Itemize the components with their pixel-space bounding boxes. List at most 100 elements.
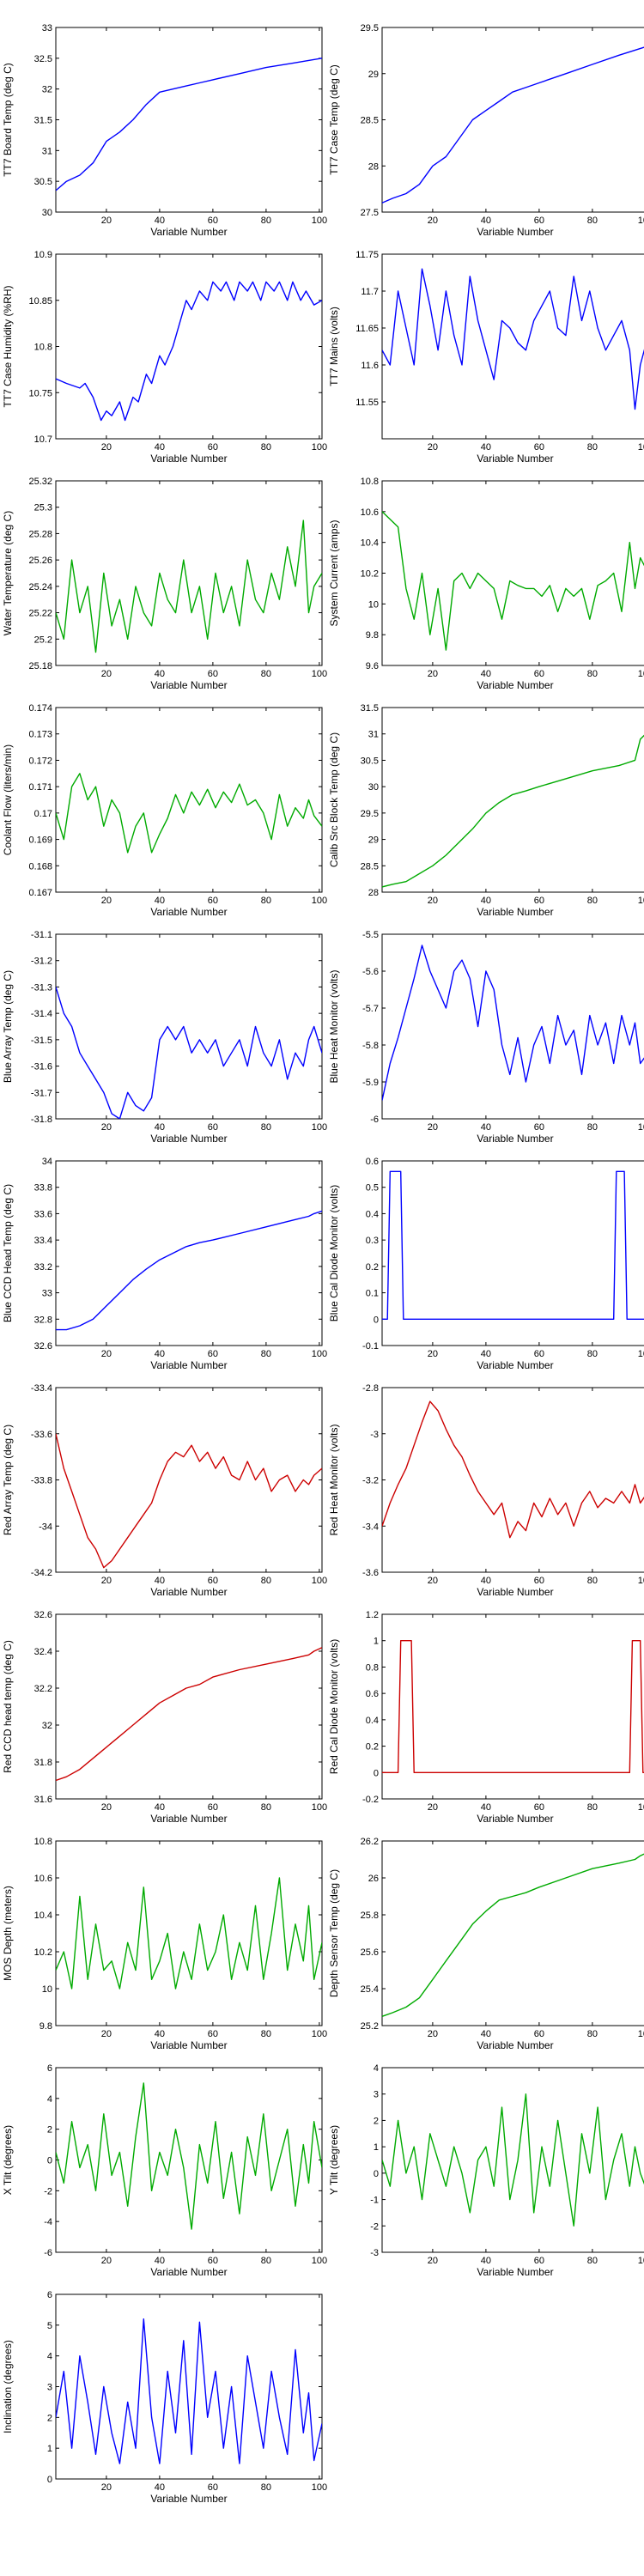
- series-line-1: [382, 1400, 644, 1539]
- x-axis-label: Variable Number: [150, 679, 227, 691]
- y-axis-label: TT7 Board Temp (deg C): [2, 63, 14, 177]
- x-tick-label: 20: [428, 1349, 438, 1359]
- y-tick-label: 0.169: [28, 835, 52, 846]
- x-tick-label: 100: [312, 896, 327, 906]
- x-axis-label: Variable Number: [150, 226, 227, 238]
- x-tick-label: 100: [638, 442, 644, 453]
- chart-panel-12: 20 40 60 80 100 -0.1 0 0.1 0.2 0.3 0.4 0.5 0.6 Variab…: [328, 1157, 644, 1371]
- x-tick-label: 20: [101, 1122, 112, 1133]
- y-axis-label: Red Array Temp (deg C): [2, 1425, 14, 1535]
- plot-frame: [55, 27, 323, 213]
- y-tick-label: 0.2: [366, 1742, 379, 1753]
- y-tick-label: -3.4: [362, 1522, 379, 1532]
- x-tick-label: 100: [312, 2256, 327, 2266]
- y-tick-label: 9.8: [39, 2021, 52, 2032]
- y-tick-label: 10.7: [34, 434, 52, 445]
- y-tick-label: -2: [370, 2221, 379, 2232]
- y-tick-label: 30.5: [34, 177, 52, 187]
- x-tick-label: 20: [101, 216, 112, 226]
- x-axis-label: Variable Number: [477, 1586, 553, 1598]
- y-tick-label: 25.32: [28, 477, 52, 487]
- x-tick-label: 40: [155, 442, 165, 453]
- y-tick-label: 11.7: [361, 287, 379, 297]
- y-axis-label: Y Tilt (degrees): [328, 2125, 340, 2195]
- x-tick-label: 20: [428, 1122, 438, 1133]
- series-line-1: [56, 519, 322, 653]
- y-axis-label: TT7 Mains (volts): [328, 307, 340, 386]
- x-tick-label: 100: [312, 1802, 327, 1813]
- y-tick-label: 2: [47, 2125, 52, 2136]
- y-tick-label: 9.8: [366, 630, 379, 641]
- series-line-1: [56, 1210, 322, 1331]
- y-axis-label: Water Temperature (deg C): [2, 511, 14, 635]
- y-axis-label: Calib Src Block Temp (deg C): [328, 732, 340, 867]
- x-tick-label: 80: [587, 1802, 598, 1813]
- y-tick-label: 10.2: [34, 1947, 52, 1958]
- x-tick-label: 100: [638, 1122, 644, 1133]
- chart-panel-10: 20 40 60 80 100 -6 -5.9 -5.8 -5.7 -5.6 -5.5 Variabl…: [328, 930, 644, 1145]
- y-tick-label: 10.8: [34, 1837, 52, 1847]
- y-tick-label: 33.6: [34, 1209, 52, 1219]
- y-tick-label: 4: [374, 2063, 379, 2074]
- y-tick-label: 28.5: [361, 861, 379, 872]
- chart-panel-6: 20 40 60 80 100 9.6 9.8 10 10.2 10.4 10.6 10.8 Varia…: [328, 477, 644, 691]
- y-tick-label: 33.4: [34, 1236, 52, 1246]
- y-tick-label: 32.2: [34, 1684, 52, 1694]
- chart-panel-1: 20 40 60 80 100 30 30.5 31 31.5 32 32.5 33 Variable …: [2, 23, 327, 238]
- chart-panel-14: 20 40 60 80 100 -3.6 -3.4 -3.2 -3 -2.8 Variable Nu…: [328, 1383, 644, 1598]
- y-tick-label: 10.2: [361, 569, 379, 580]
- y-tick-label: 32: [42, 85, 52, 95]
- plot-frame: [55, 1840, 323, 2026]
- series-line-1: [382, 1639, 644, 1774]
- y-tick-label: 29.5: [361, 23, 379, 33]
- x-tick-label: 60: [534, 1122, 544, 1133]
- x-tick-label: 60: [208, 1576, 218, 1586]
- x-tick-label: 80: [261, 2482, 271, 2493]
- x-tick-label: 100: [312, 1576, 327, 1586]
- y-tick-label: 33.2: [34, 1262, 52, 1273]
- plot-frame: [381, 480, 644, 666]
- x-tick-label: 20: [101, 1349, 112, 1359]
- plot-frame: [381, 1387, 644, 1573]
- y-tick-label: 1.2: [366, 1610, 379, 1620]
- y-tick-label: 10.6: [361, 507, 379, 518]
- x-tick-label: 40: [155, 1802, 165, 1813]
- x-tick-label: 100: [312, 442, 327, 453]
- x-axis-label: Variable Number: [477, 1133, 553, 1145]
- y-tick-label: 0: [374, 1768, 379, 1778]
- chart-panel-9: 20 40 60 80 100 -31.8 -31.7 -31.6 -31.5 -31.4 -31.…: [2, 930, 327, 1145]
- y-tick-label: 0.6: [366, 1689, 379, 1699]
- y-tick-label: 2: [47, 2413, 52, 2423]
- y-tick-label: 32: [42, 1721, 52, 1731]
- y-tick-label: 0.17: [34, 809, 52, 819]
- x-tick-label: 60: [208, 442, 218, 453]
- y-tick-label: -3.2: [362, 1476, 379, 1486]
- y-tick-label: 10.8: [361, 477, 379, 487]
- plot-frame: [381, 1840, 644, 2026]
- x-tick-label: 40: [481, 896, 491, 906]
- x-tick-label: 80: [261, 1802, 271, 1813]
- x-tick-label: 100: [312, 669, 327, 679]
- y-tick-label: 32.8: [34, 1315, 52, 1325]
- y-tick-label: -5.9: [362, 1078, 379, 1088]
- x-tick-label: 40: [155, 896, 165, 906]
- chart-panel-21: 20 40 60 80 100 0 1 2 3 4 5 6 Variable Number Inclina…: [2, 2290, 327, 2505]
- y-tick-label: -31.2: [31, 957, 52, 967]
- y-tick-label: 0.172: [28, 756, 52, 766]
- x-tick-label: 100: [638, 669, 644, 679]
- y-tick-label: -34: [39, 1522, 52, 1532]
- y-tick-label: 31.5: [34, 116, 52, 126]
- x-tick-label: 80: [587, 216, 598, 226]
- y-tick-label: 25.8: [361, 1911, 379, 1921]
- y-tick-label: -6: [44, 2248, 52, 2258]
- x-tick-label: 20: [101, 442, 112, 453]
- chart-panel-18: 20 40 60 80 100 25.2 25.4 25.6 25.8 26 26.2 Variabl…: [328, 1837, 644, 2051]
- x-tick-label: 80: [261, 1349, 271, 1359]
- y-axis-label: Red Heat Monitor (volts): [328, 1424, 340, 1535]
- x-axis-label: Variable Number: [150, 1586, 227, 1598]
- y-tick-label: 6: [47, 2290, 52, 2300]
- x-tick-label: 40: [155, 2029, 165, 2039]
- x-tick-label: 80: [261, 2029, 271, 2039]
- y-tick-label: 0.167: [28, 888, 52, 898]
- x-tick-label: 60: [208, 2482, 218, 2493]
